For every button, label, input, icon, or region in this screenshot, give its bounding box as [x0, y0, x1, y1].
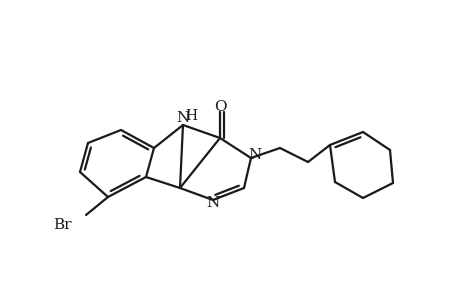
- Text: H: H: [185, 109, 196, 123]
- Text: N: N: [176, 111, 189, 125]
- Text: O: O: [213, 100, 226, 114]
- Text: N: N: [248, 148, 261, 162]
- Text: N: N: [206, 196, 219, 210]
- Text: Br: Br: [53, 218, 71, 232]
